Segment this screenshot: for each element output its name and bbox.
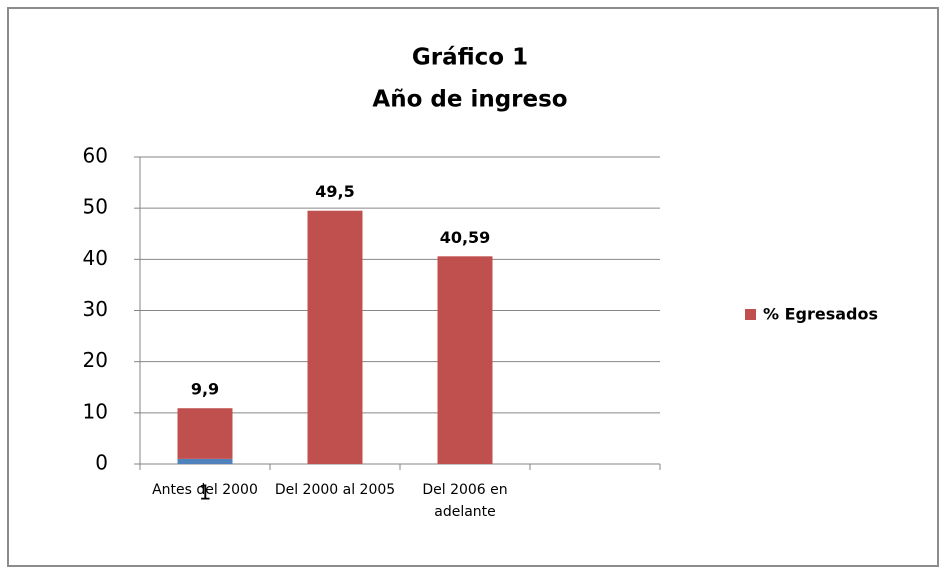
- legend-label: % Egresados: [763, 305, 878, 324]
- data-label: 9,9: [191, 380, 219, 399]
- y-tick-label: 20: [83, 348, 108, 372]
- y-tick-label: 0: [95, 451, 108, 475]
- data-label: 49,5: [315, 182, 354, 201]
- bar-segment: [437, 256, 493, 464]
- y-tick-label: 60: [83, 144, 108, 168]
- bar-segment: [307, 210, 363, 464]
- y-tick-label: 30: [83, 297, 108, 321]
- chart-title: Gráfico 1: [412, 45, 528, 71]
- chart-subtitle: Año de ingreso: [372, 87, 567, 113]
- x-tick-label: Antes del 2000: [152, 482, 258, 498]
- y-tick-label: 40: [83, 246, 108, 270]
- data-label: 40,59: [440, 228, 491, 247]
- legend-swatch: [745, 309, 756, 320]
- x-tick-label: Del 2000 al 2005: [274, 482, 396, 498]
- x-tick-label: Del 2006 en adelante: [422, 482, 508, 520]
- bar-segment: [177, 458, 233, 464]
- bar-segment: [177, 408, 233, 459]
- y-tick-label: 10: [83, 399, 108, 423]
- data-label: 1: [199, 481, 212, 505]
- y-tick-label: 50: [83, 195, 108, 219]
